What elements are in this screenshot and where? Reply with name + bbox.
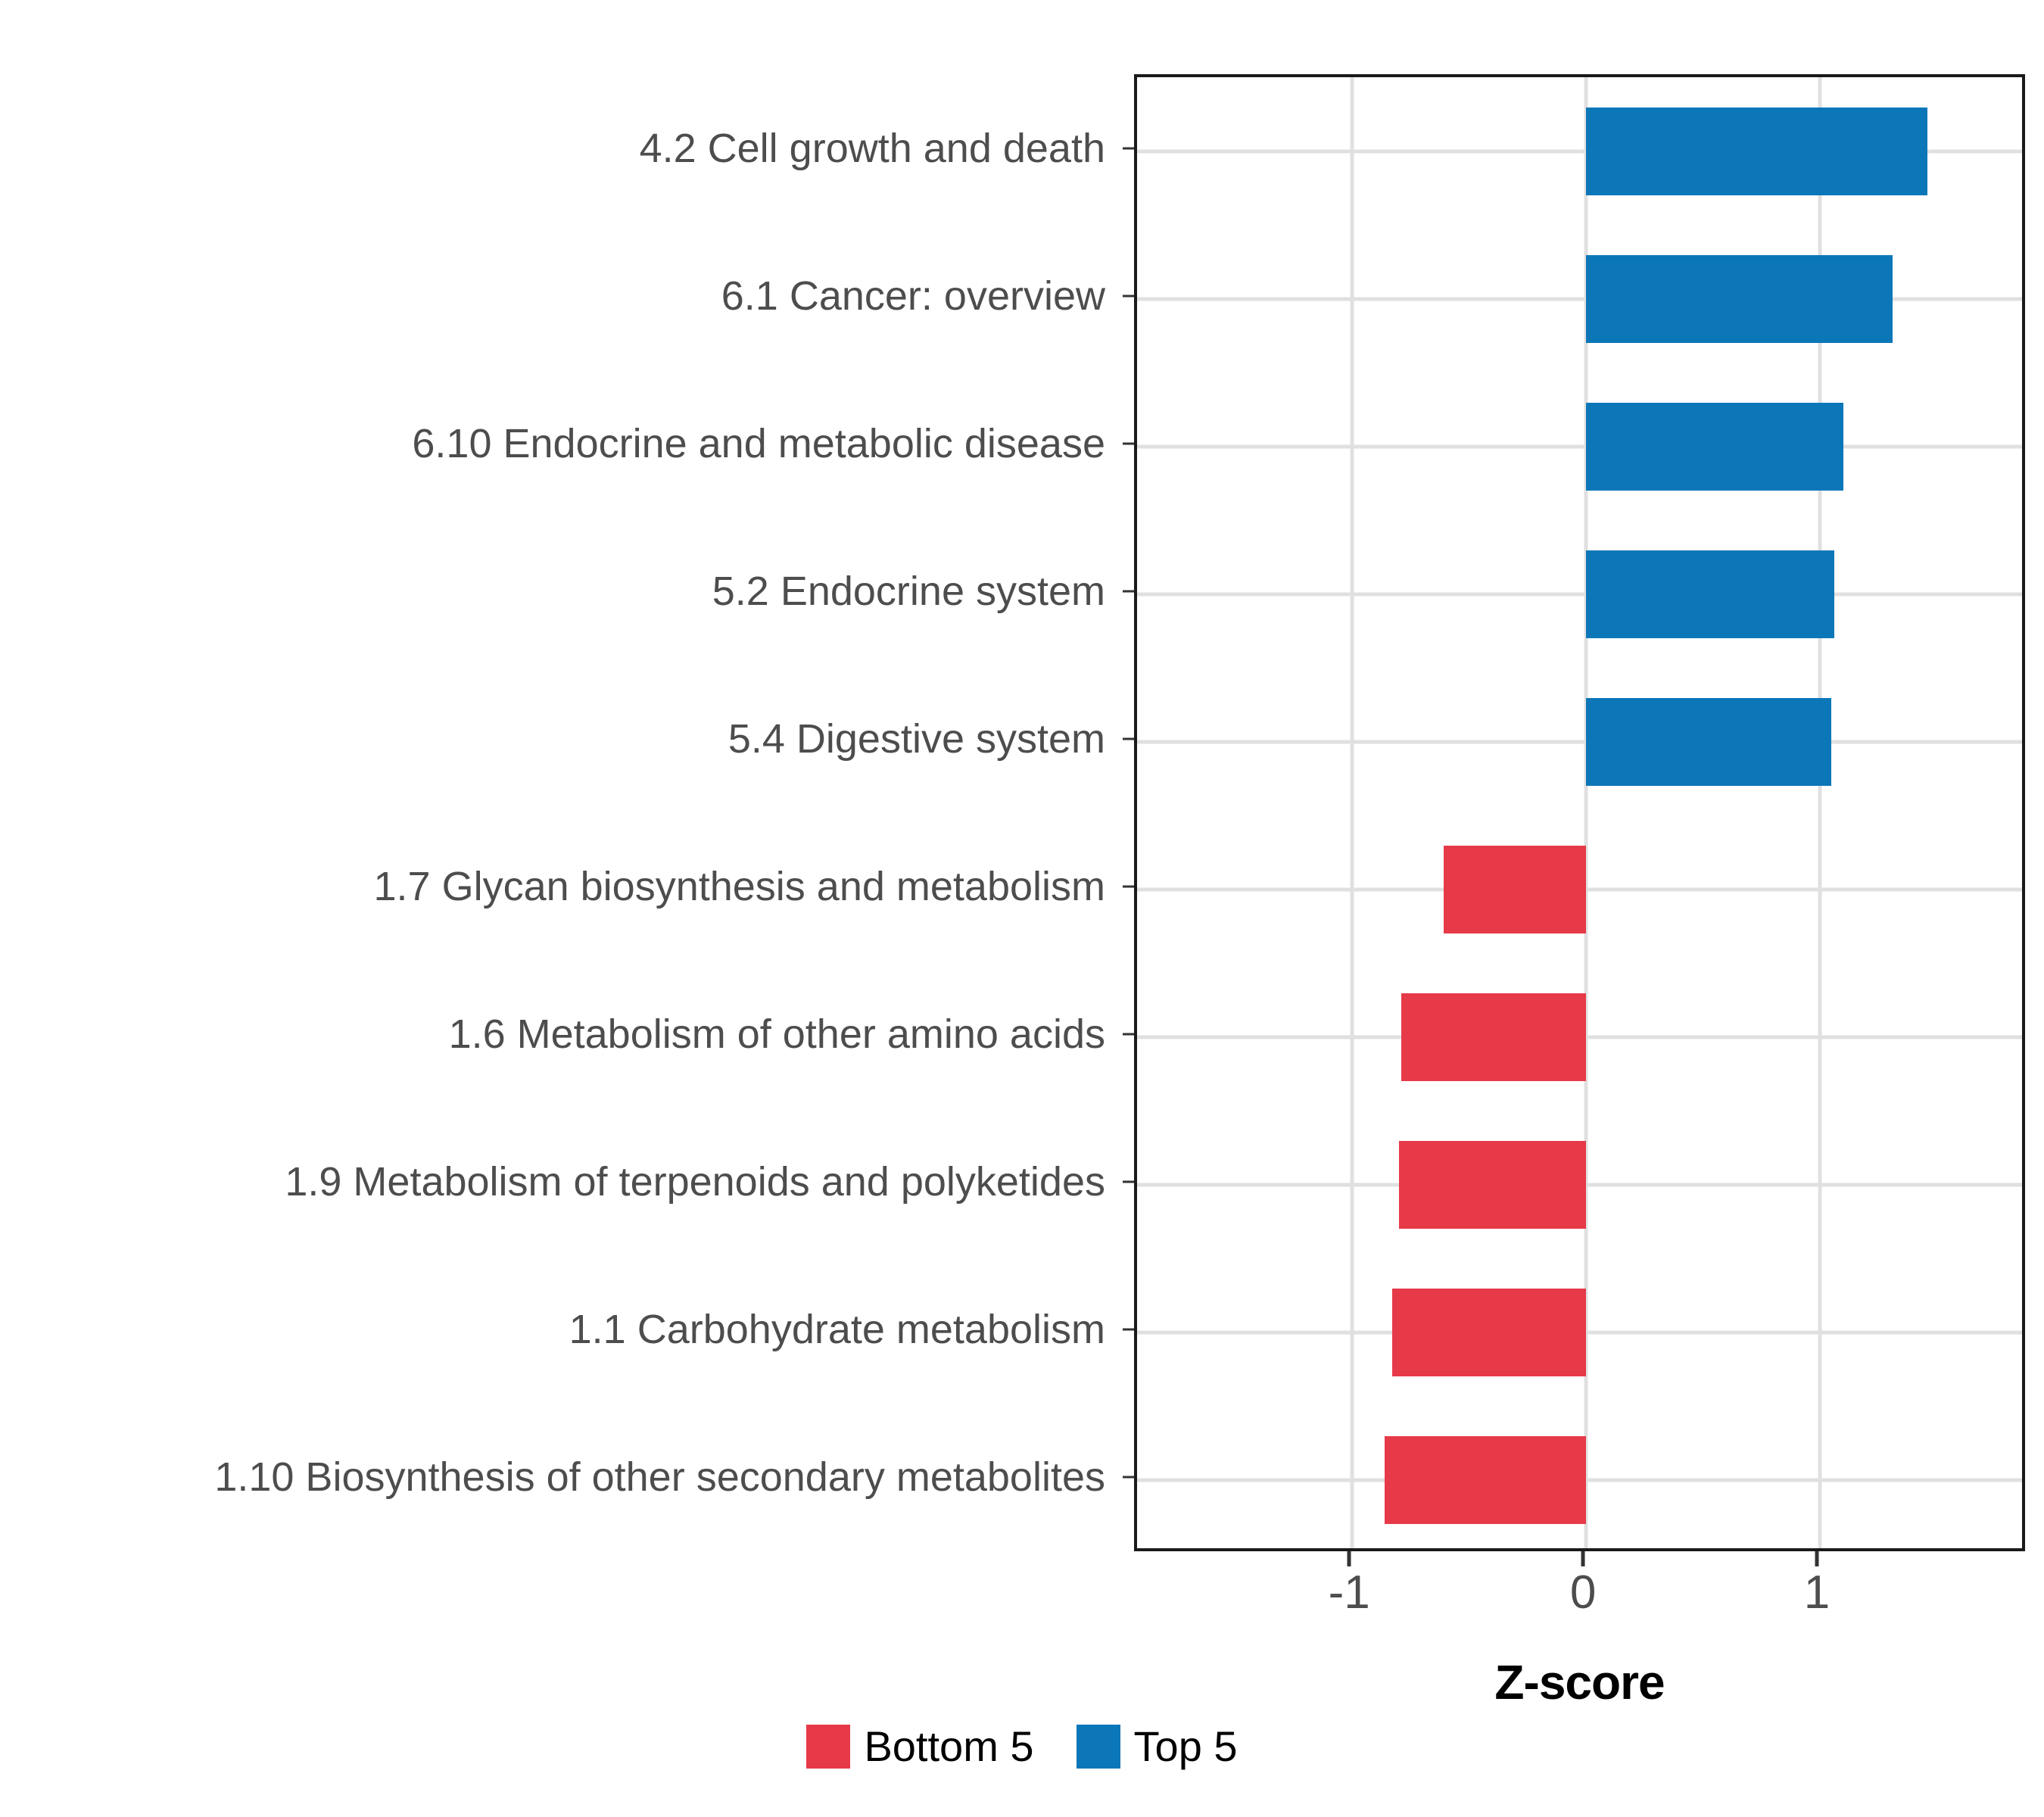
y-axis-tick-mark (1123, 590, 1134, 593)
grid-line-horizontal (1137, 149, 2022, 154)
legend-label: Top 5 (1133, 1722, 1238, 1770)
grid-line-vertical (1350, 77, 1354, 1548)
x-axis-tick-label: -1 (1328, 1566, 1370, 1619)
legend-item[interactable]: Top 5 (1076, 1722, 1238, 1770)
grid-line-horizontal (1137, 444, 2022, 449)
x-axis-title: Z-score (1494, 1655, 1665, 1709)
plot-panel (1134, 74, 2025, 1551)
plot-area (1137, 77, 2022, 1548)
x-axis-tick-mark (1581, 1551, 1585, 1566)
legend-swatch-icon (1076, 1725, 1120, 1769)
legend-item[interactable]: Bottom 5 (806, 1722, 1034, 1770)
y-axis-tick-mark (1123, 147, 1134, 150)
bar (1398, 1141, 1587, 1230)
y-axis-tick-label: 1.9 Metabolism of terpenoids and polyket… (285, 1159, 1105, 1205)
y-axis-tick-label: 6.10 Endocrine and metabolic disease (412, 420, 1105, 466)
y-axis-tick-mark (1123, 442, 1134, 445)
grid-line-vertical (1818, 77, 1822, 1548)
y-axis-tick-label: 6.1 Cancer: overview (721, 273, 1105, 319)
y-axis-tick-label: 1.6 Metabolism of other amino acids (448, 1011, 1105, 1058)
y-axis-tick-label: 1.1 Carbohydrate metabolism (569, 1307, 1105, 1353)
y-axis-tick-mark (1123, 1328, 1134, 1331)
bar (1586, 550, 1834, 638)
y-axis-tick-label: 5.4 Digestive system (728, 715, 1105, 762)
x-axis-tick-label: 1 (1803, 1566, 1831, 1619)
x-axis: -1 0 1 (1134, 1551, 2025, 1642)
bar (1586, 254, 1893, 343)
y-axis-tick-label: 1.10 Biosynthesis of other secondary met… (214, 1454, 1105, 1501)
y-axis-tick-label: 5.2 Endocrine system (712, 568, 1105, 614)
legend-swatch-icon (806, 1725, 851, 1769)
y-axis-tick-mark (1123, 885, 1134, 888)
bar (1401, 993, 1587, 1082)
x-axis-tick-mark (1815, 1551, 1819, 1566)
grid-line-horizontal (1137, 592, 2022, 597)
grid-line-horizontal (1137, 297, 2022, 301)
grid-line-vertical (1584, 77, 1588, 1548)
x-axis-tick-label: 0 (1569, 1566, 1597, 1619)
y-axis-tick-label: 1.7 Glycan biosynthesis and metabolism (373, 864, 1106, 910)
legend-label: Bottom 5 (864, 1722, 1034, 1770)
y-axis-tick-mark (1123, 737, 1134, 740)
x-axis-tick-mark (1347, 1551, 1351, 1566)
y-axis-tick-mark (1123, 295, 1134, 298)
bar (1586, 107, 1928, 195)
y-axis-tick-mark (1123, 1476, 1134, 1479)
bar (1385, 1436, 1587, 1525)
grid-line-horizontal (1137, 740, 2022, 744)
y-axis-tick-mark (1123, 1180, 1134, 1183)
y-axis-tick-mark (1123, 1033, 1134, 1036)
bar (1586, 697, 1832, 786)
y-axis-tick-label: 4.2 Cell growth and death (639, 125, 1105, 171)
chart-legend: Bottom 5 Top 5 (0, 1725, 2044, 1769)
bar (1391, 1289, 1587, 1377)
y-axis-labels: 4.2 Cell growth and death 6.1 Cancer: ove… (0, 74, 1134, 1551)
bar (1443, 846, 1587, 934)
bar (1586, 402, 1843, 491)
